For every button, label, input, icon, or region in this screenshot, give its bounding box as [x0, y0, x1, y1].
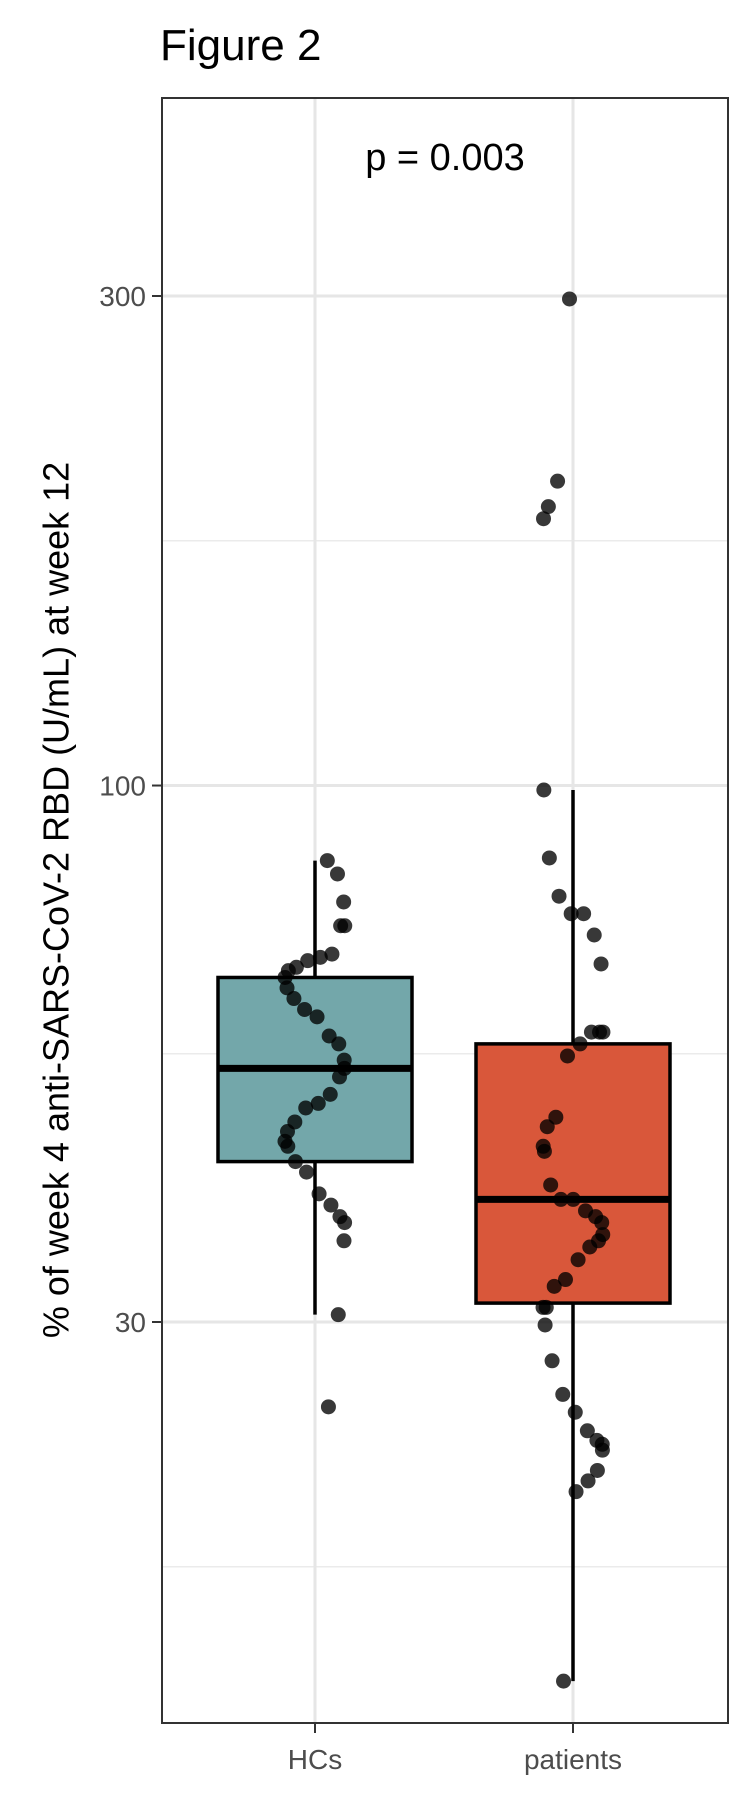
p-value-annotation: p = 0.003 [365, 137, 525, 179]
data-point-patients [565, 1191, 581, 1207]
data-point-hcs [330, 1307, 346, 1323]
data-point-hcs [311, 1186, 327, 1202]
boxplot-hcs [216, 860, 414, 1315]
data-point-hcs [310, 1095, 326, 1111]
data-point-hcs [337, 1215, 353, 1231]
data-point-patients [541, 850, 557, 866]
chart-title: Figure 2 [160, 21, 321, 70]
data-point-patients [535, 1299, 551, 1315]
data-point-hcs [329, 866, 345, 882]
data-point-patients [550, 473, 566, 489]
data-point-patients [537, 1317, 553, 1333]
data-point-patients [589, 1462, 605, 1478]
data-point-hcs [299, 1164, 315, 1180]
data-point-patients [572, 1036, 588, 1052]
data-point-patients [567, 1404, 583, 1420]
data-point-patients [570, 1252, 586, 1268]
data-point-hcs [312, 949, 328, 965]
data-point-hcs [336, 894, 352, 910]
data-point-hcs [287, 1154, 303, 1170]
data-point-patients [579, 1423, 595, 1439]
data-point-hcs [331, 1036, 347, 1052]
data-point-patients [594, 1442, 610, 1458]
data-point-patients [580, 1473, 596, 1489]
plot-panel-border [161, 97, 729, 1724]
data-point-patients [586, 927, 602, 943]
data-point-hcs [322, 1086, 338, 1102]
data-point-patients [562, 291, 578, 307]
data-point-patients [551, 888, 567, 904]
data-point-patients [540, 499, 556, 515]
data-point-hcs [332, 1069, 348, 1085]
grid [162, 98, 728, 1723]
boxplot-patients [474, 790, 672, 1682]
data-point-patients [594, 1215, 610, 1231]
data-point-hcs [323, 1197, 339, 1213]
data-point-hcs [319, 853, 335, 869]
data-point-hcs [297, 1001, 313, 1017]
data-point-hcs [279, 980, 295, 996]
data-point-patients [557, 1272, 573, 1288]
y-axis-label: % of week 4 anti-SARS-CoV-2 RBD (U/mL) a… [36, 462, 77, 1338]
data-point-patients [536, 511, 552, 527]
data-point-patients [556, 1673, 572, 1689]
data-point-patients [536, 782, 552, 798]
data-point-hcs [298, 1100, 314, 1116]
y-tick-label: 30 [115, 1307, 146, 1338]
data-point-patients [536, 1143, 552, 1159]
x-tick-label: HCs [288, 1744, 342, 1775]
x-tick-label: patients [524, 1744, 622, 1775]
data-point-patients [544, 1353, 560, 1369]
data-point-hcs [300, 953, 316, 969]
data-point-patients [543, 1177, 559, 1193]
data-point-patients [593, 956, 609, 972]
data-point-patients [576, 906, 592, 922]
y-tick-label: 300 [99, 281, 146, 312]
data-point-hcs [336, 1233, 352, 1249]
x-axis-ticks: HCs patients [288, 1723, 622, 1775]
data-point-patients [583, 1024, 599, 1040]
data-point-patients [555, 1386, 571, 1402]
data-point-patients [548, 1109, 564, 1125]
data-point-patients [563, 906, 579, 922]
data-point-patients [553, 1191, 569, 1207]
data-point-patients [539, 1119, 555, 1135]
data-point-hcs [333, 918, 349, 934]
data-point-patients [546, 1278, 562, 1294]
data-point-patients [582, 1239, 598, 1255]
boxplots [216, 790, 672, 1682]
y-axis-ticks: 30 100 300 [99, 281, 162, 1338]
data-point-hcs [309, 1009, 325, 1025]
data-point-hcs [280, 1138, 296, 1154]
data-point-patients [568, 1484, 584, 1500]
data-points [277, 291, 611, 1689]
y-tick-label: 100 [99, 771, 146, 802]
data-point-hcs [286, 991, 302, 1007]
data-point-patients [559, 1048, 575, 1064]
data-point-hcs [320, 1399, 336, 1415]
data-point-hcs [324, 946, 340, 962]
